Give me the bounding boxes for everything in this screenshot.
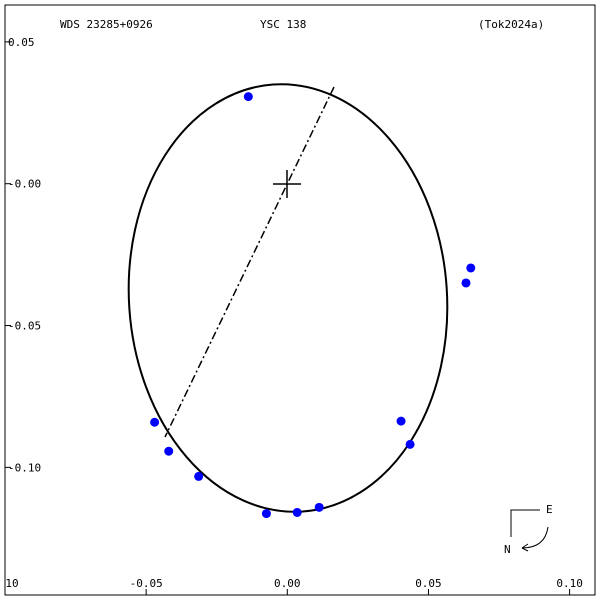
observation <box>261 509 271 519</box>
x-tick-label: 0.10 <box>556 577 583 590</box>
observation <box>405 439 415 449</box>
x-tick-label: 10 <box>5 577 18 590</box>
compass-arrow <box>521 526 549 552</box>
line-of-nodes <box>164 86 335 438</box>
x-tick-label: 0.00 <box>274 577 301 590</box>
x-tick-label: -0.05 <box>130 577 163 590</box>
observation <box>243 92 253 102</box>
source: (Tok2024a) <box>478 18 544 31</box>
observation <box>461 278 471 288</box>
frame <box>4 4 596 596</box>
chart-title: WDS 23285+0926 <box>60 18 153 31</box>
observation <box>292 507 302 517</box>
observation <box>466 263 476 273</box>
observation <box>150 417 160 427</box>
compass-north: N <box>504 543 511 556</box>
observation <box>194 471 204 481</box>
compass-east: E <box>546 503 553 516</box>
chart-subtitle: YSC 138 <box>260 18 306 31</box>
observation <box>396 416 406 426</box>
observation <box>314 502 324 512</box>
y-tick-label: 0.05 <box>8 36 35 49</box>
y-tick-label: -0.05 <box>8 320 41 333</box>
orbit <box>127 83 449 513</box>
compass <box>510 509 540 537</box>
observation <box>164 446 174 456</box>
x-tick-label: 0.05 <box>415 577 442 590</box>
y-tick-label: -0.00 <box>8 178 41 191</box>
y-tick-label: -0.10 <box>8 461 41 474</box>
